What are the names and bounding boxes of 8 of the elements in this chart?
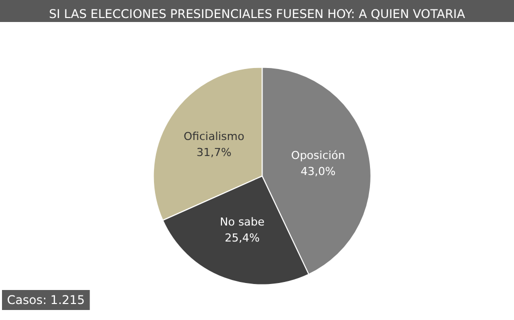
chart-title: SI LAS ELECCIONES PRESIDENCIALES FUESEN HOY: A QUIEN VOTARIA [48, 7, 466, 21]
data-label: 25,4% [224, 231, 260, 244]
slice-label: Oficialismo [184, 130, 245, 144]
data-label: 31,7% [196, 146, 232, 160]
data-label: 43,0% [300, 164, 336, 178]
text: Casos: 1.215 [7, 293, 85, 307]
slice-label: Oposición [291, 148, 346, 162]
slice-label: No sabe [220, 215, 265, 228]
